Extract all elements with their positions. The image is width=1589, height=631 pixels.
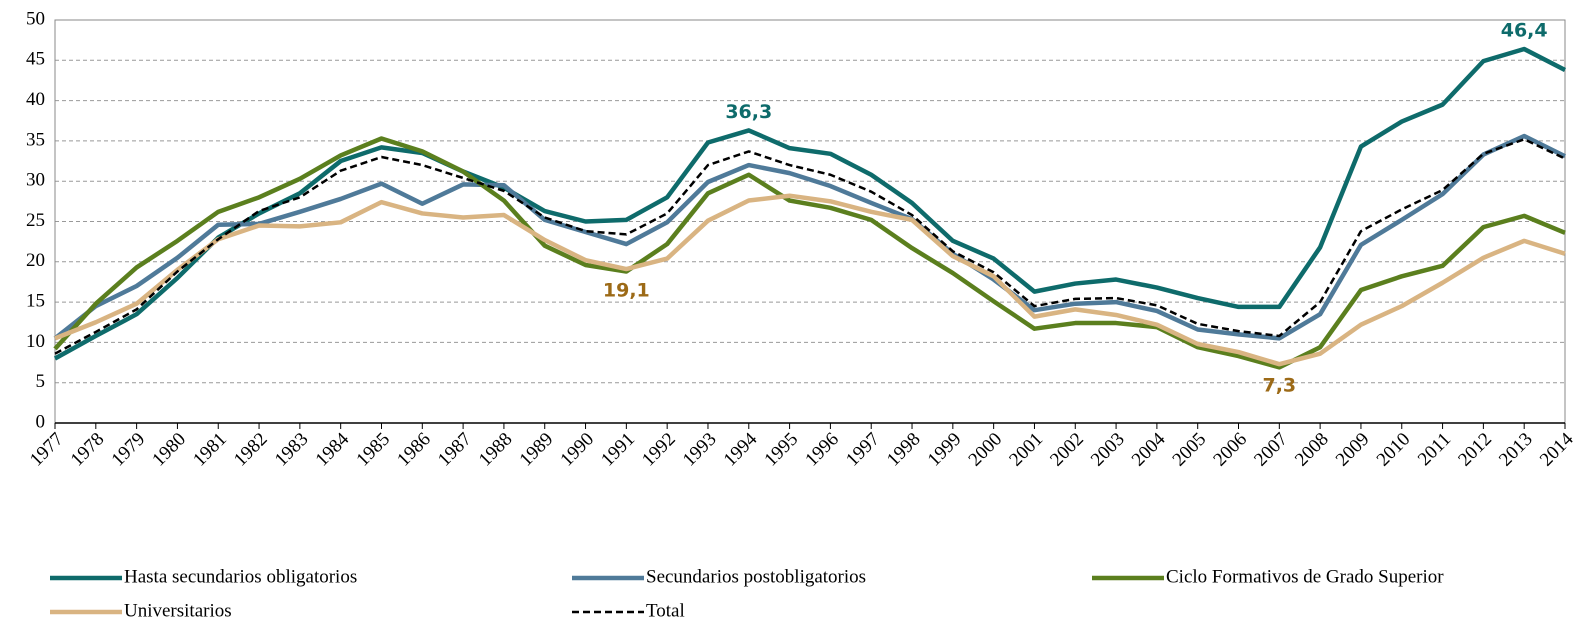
x-tick-label: 2005: [1169, 429, 1211, 471]
y-tick-label: 20: [26, 250, 45, 271]
legend-label: Universitarios: [124, 600, 232, 621]
x-tick-label: 2000: [965, 429, 1007, 471]
y-tick-label: 45: [26, 49, 45, 70]
x-tick-label: 2002: [1046, 429, 1088, 471]
series-line: [53, 46, 1567, 361]
legend-label: Ciclo Formativos de Grado Superior: [1166, 566, 1444, 587]
data-label: 19,1: [603, 280, 650, 302]
legend-label: Secundarios postobligatorios: [646, 566, 866, 587]
x-tick-label: 2014: [1536, 428, 1578, 470]
x-tick-label: 1989: [516, 429, 558, 471]
x-tick-label: 2013: [1495, 429, 1537, 471]
y-tick-label: 50: [26, 8, 45, 29]
y-tick-label: 5: [36, 371, 46, 392]
x-tick-label: 1998: [883, 429, 925, 471]
y-tick-label: 30: [26, 170, 45, 191]
x-tick-label: 2011: [1414, 429, 1455, 470]
x-tick-label: 1995: [760, 429, 802, 471]
x-tick-label: 2001: [1005, 429, 1047, 471]
y-tick-label: 25: [26, 210, 45, 231]
legend-label: Hasta secundarios obligatorios: [124, 566, 357, 587]
x-tick-label: 2006: [1209, 429, 1251, 471]
x-tick-label: 1979: [108, 429, 150, 471]
y-tick-label: 10: [26, 331, 45, 352]
x-tick-label: 2007: [1250, 429, 1292, 471]
y-tick-label: 35: [26, 129, 45, 150]
x-tick-label: 1990: [556, 429, 598, 471]
y-tick-label: 40: [26, 89, 45, 110]
x-tick-label: 1977: [26, 429, 68, 471]
x-tick-label: 1991: [597, 429, 639, 471]
series-line: [53, 133, 1566, 341]
x-tick-label: 2009: [1332, 429, 1374, 471]
x-tick-label: 1987: [434, 429, 476, 471]
x-tick-label: 2010: [1373, 429, 1415, 471]
y-tick-label: 0: [36, 411, 46, 432]
x-tick-label: 1985: [352, 429, 394, 471]
series-line: [54, 138, 1566, 355]
x-tick-label: 1981: [189, 429, 231, 471]
series-line: [54, 193, 1566, 367]
x-tick-label: 1997: [842, 429, 884, 471]
x-tick-label: 1986: [393, 429, 435, 471]
x-tick-label: 1978: [67, 429, 109, 471]
legend-label: Total: [646, 600, 685, 621]
x-tick-label: 1983: [271, 429, 313, 471]
data-label: 7,3: [1262, 375, 1296, 397]
x-tick-label: 2012: [1454, 429, 1496, 471]
data-label: 46,4: [1501, 20, 1548, 42]
data-label: 36,3: [725, 101, 772, 123]
x-tick-label: 2008: [1291, 429, 1333, 471]
x-tick-label: 1994: [720, 428, 762, 470]
x-tick-label: 1993: [679, 429, 721, 471]
x-tick-label: 1982: [230, 429, 272, 471]
series-line: [53, 136, 1566, 370]
x-tick-label: 2003: [1087, 429, 1129, 471]
x-tick-label: 1988: [475, 429, 517, 471]
x-tick-label: 1980: [148, 429, 190, 471]
y-tick-label: 15: [26, 290, 45, 311]
x-tick-label: 1999: [924, 429, 966, 471]
x-tick-label: 2004: [1128, 428, 1170, 470]
x-tick-label: 1992: [638, 429, 680, 471]
x-tick-label: 1984: [312, 428, 354, 470]
x-tick-label: 1996: [801, 429, 843, 471]
